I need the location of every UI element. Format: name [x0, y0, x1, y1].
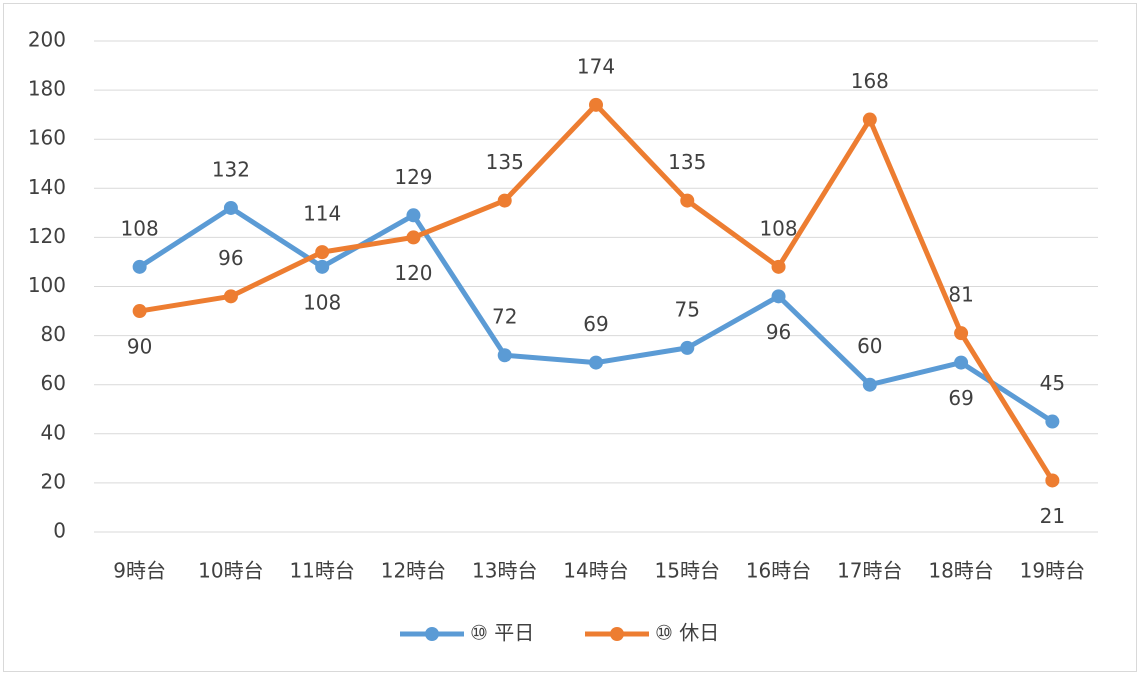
data-point	[497, 193, 512, 208]
data-label: 60	[857, 334, 882, 358]
legend-label: ⑩ 休日	[655, 621, 719, 645]
data-label: 81	[948, 283, 973, 307]
data-point	[406, 208, 421, 223]
y-tick-label: 160	[28, 126, 66, 150]
y-tick-label: 20	[41, 469, 66, 493]
data-label: 108	[303, 290, 341, 314]
data-point	[132, 304, 147, 319]
chart-frame	[3, 3, 1137, 672]
legend-marker	[610, 627, 624, 641]
data-label: 135	[486, 150, 524, 174]
data-label: 90	[127, 335, 152, 359]
data-point	[1045, 473, 1060, 488]
data-label: 129	[394, 165, 432, 189]
data-point	[771, 289, 786, 304]
data-point	[589, 97, 603, 112]
legend-marker	[425, 627, 439, 641]
data-point	[862, 377, 877, 392]
x-tick-label: 12時台	[381, 559, 446, 583]
data-point	[315, 245, 330, 260]
legend-label: ⑩ 平日	[470, 621, 534, 645]
y-tick-label: 40	[41, 420, 66, 444]
y-tick-label: 140	[28, 175, 66, 199]
x-tick-label: 15時台	[655, 559, 720, 583]
x-tick-label: 11時台	[289, 559, 354, 583]
y-tick-label: 200	[28, 28, 66, 52]
y-tick-label: 100	[28, 273, 66, 297]
data-label: 120	[394, 261, 432, 285]
y-tick-label: 60	[41, 371, 66, 395]
data-point	[862, 112, 877, 127]
data-label: 96	[218, 246, 243, 270]
data-point	[223, 200, 238, 215]
data-label: 69	[583, 312, 608, 336]
data-label: 135	[668, 150, 706, 174]
data-label: 108	[759, 216, 797, 240]
data-point	[223, 289, 238, 304]
x-tick-label: 10時台	[198, 559, 263, 583]
data-point	[771, 259, 786, 274]
x-tick-label: 9時台	[113, 559, 166, 583]
data-label: 114	[303, 202, 341, 226]
data-point	[132, 259, 147, 274]
data-label: 174	[577, 54, 615, 78]
x-tick-label: 16時台	[746, 559, 811, 583]
data-label: 168	[851, 69, 889, 93]
data-label: 75	[675, 297, 700, 321]
data-point	[954, 355, 969, 370]
y-tick-label: 120	[28, 224, 66, 248]
x-tick-label: 14時台	[563, 559, 628, 583]
data-label: 132	[212, 157, 250, 181]
y-tick-label: 0	[53, 519, 66, 543]
x-tick-label: 13時台	[472, 559, 537, 583]
data-label: 21	[1040, 504, 1065, 528]
x-tick-label: 18時台	[928, 559, 993, 583]
data-point	[315, 259, 330, 274]
y-tick-label: 180	[28, 77, 66, 101]
data-point	[406, 230, 421, 245]
y-tick-label: 80	[41, 322, 66, 346]
data-label: 96	[766, 320, 791, 344]
data-point	[680, 340, 695, 355]
data-label: 108	[121, 216, 159, 240]
x-tick-label: 19時台	[1020, 559, 1085, 583]
data-label: 45	[1040, 371, 1065, 395]
data-label: 72	[492, 305, 517, 329]
data-point	[954, 326, 969, 341]
data-point	[680, 193, 695, 208]
data-point	[497, 348, 512, 363]
data-point	[1045, 414, 1060, 429]
data-label: 69	[948, 386, 973, 410]
x-tick-label: 17時台	[837, 559, 902, 583]
data-point	[589, 355, 603, 370]
